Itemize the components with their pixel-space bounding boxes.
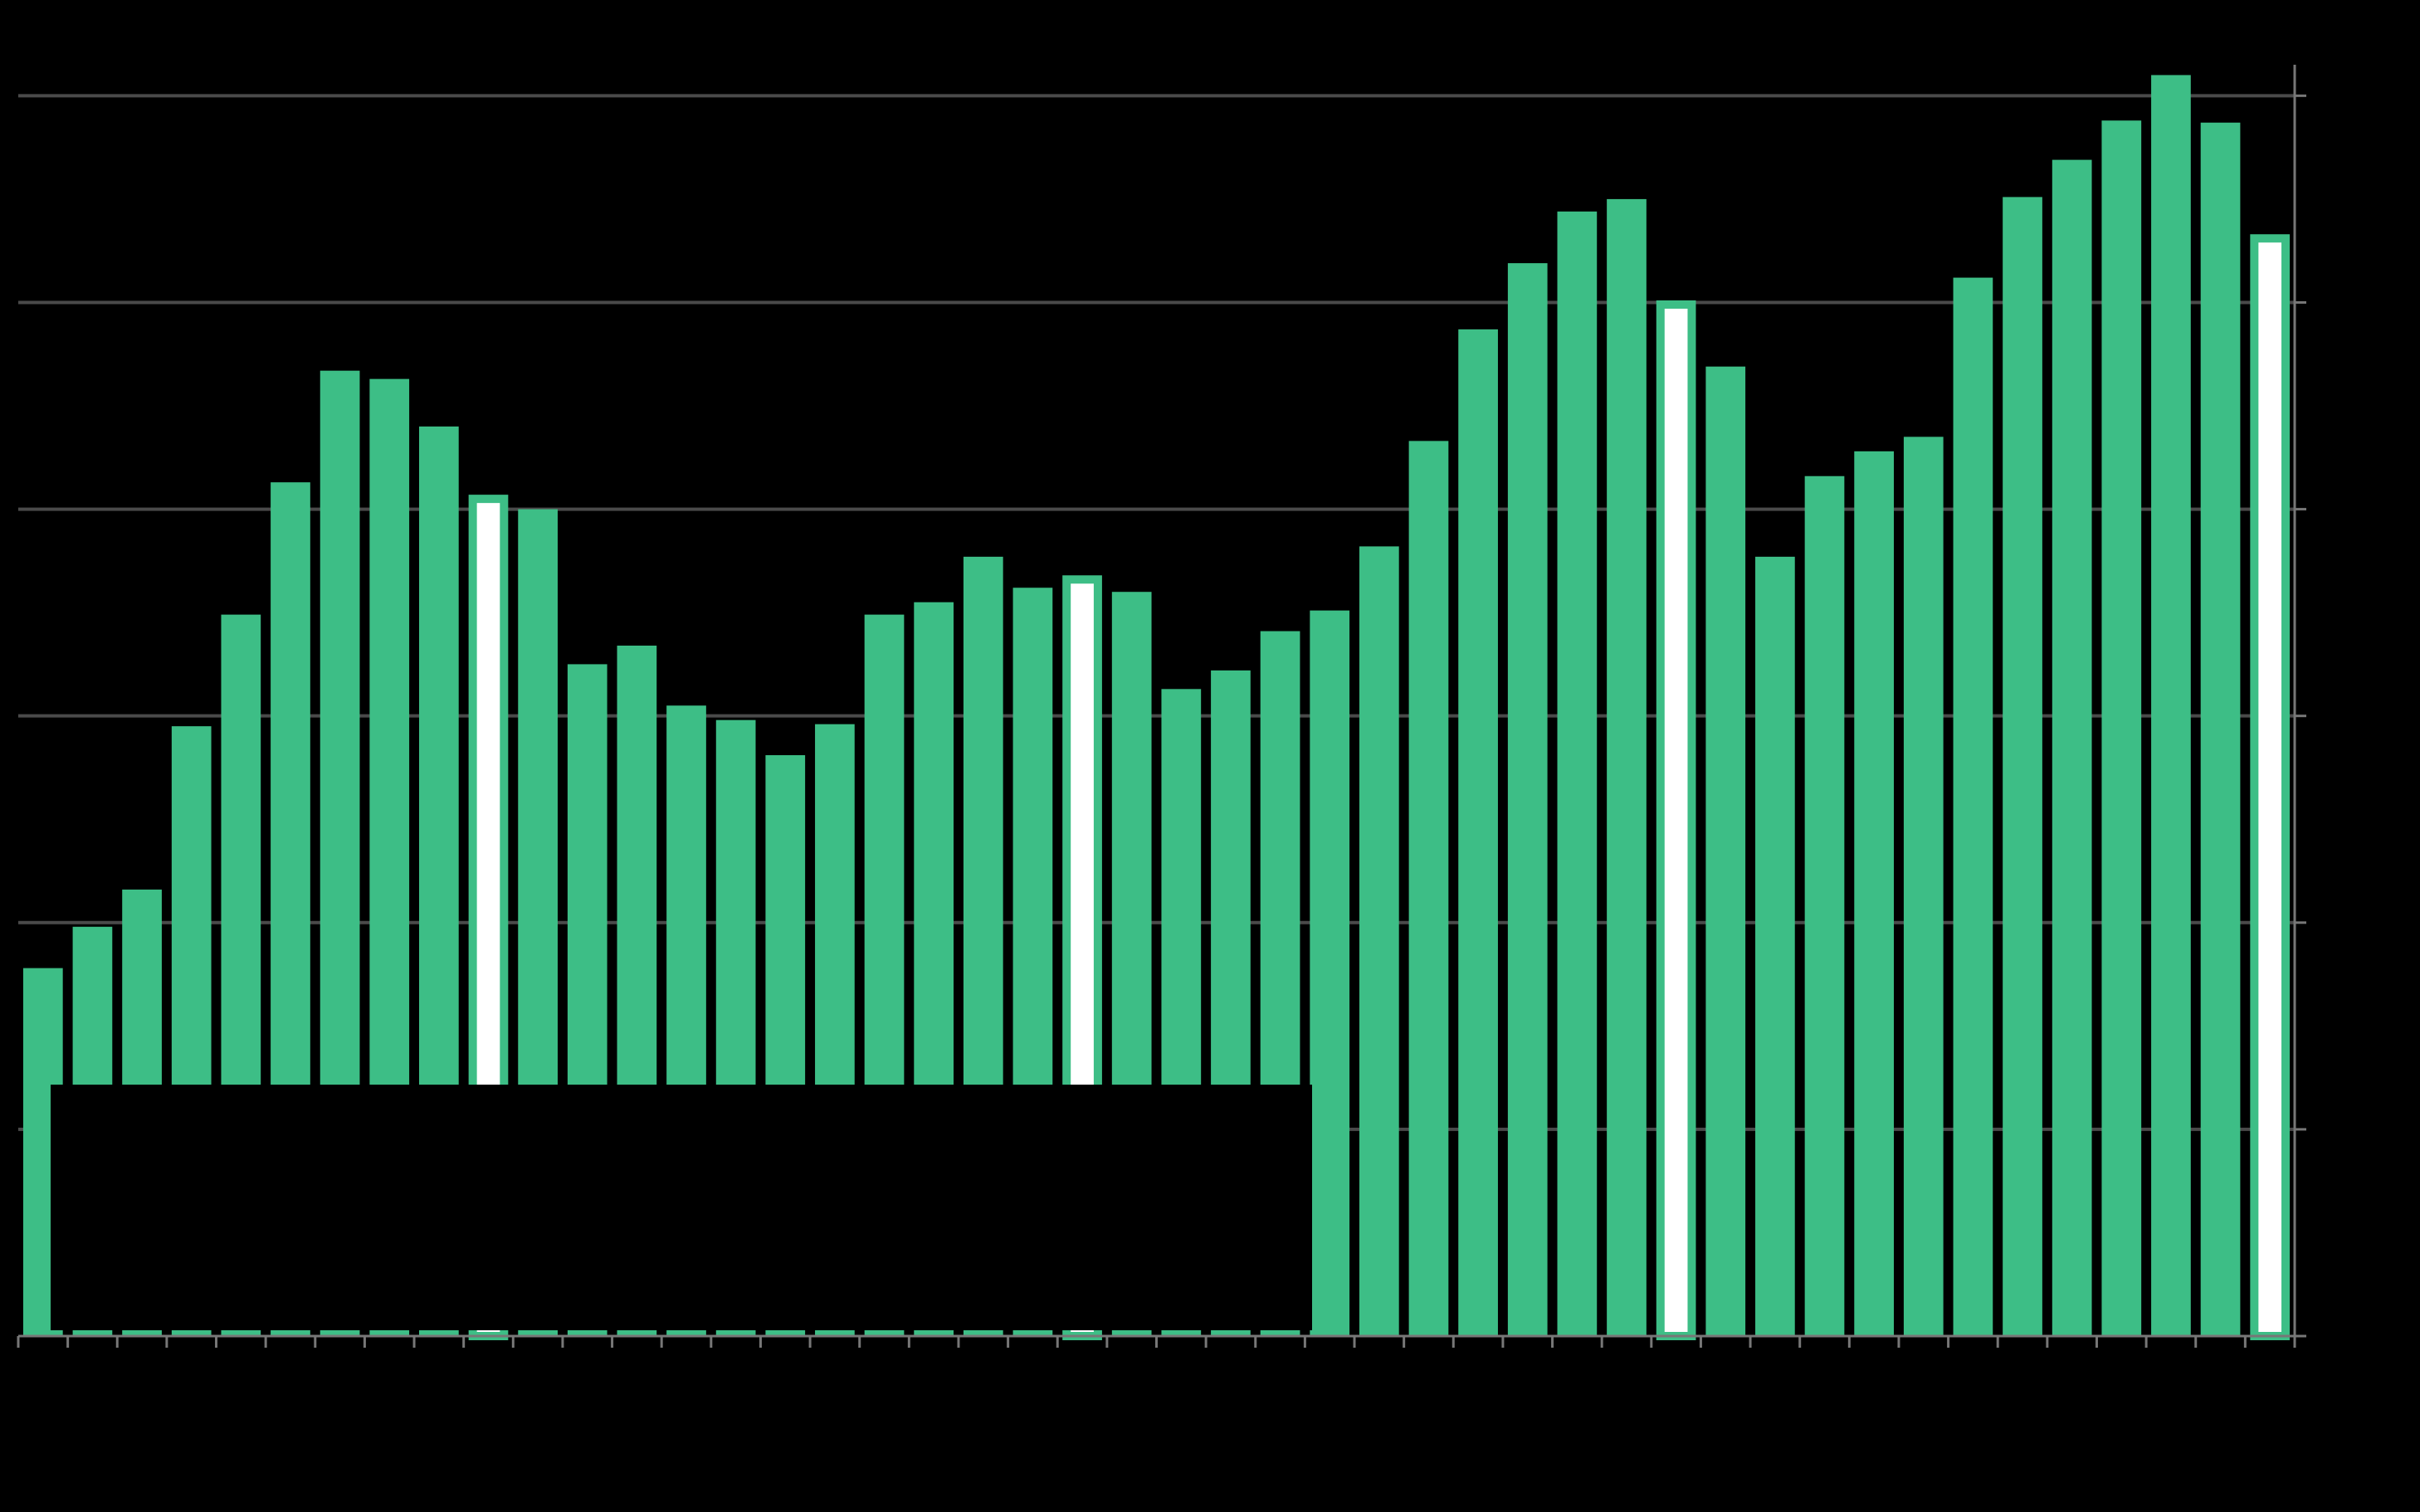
bar (1755, 556, 1795, 1336)
bar (2052, 159, 2092, 1336)
bar (1903, 437, 1944, 1336)
bar (1507, 263, 1548, 1336)
bar (2200, 122, 2241, 1336)
bar (1458, 329, 1498, 1337)
bar (2101, 120, 2142, 1336)
bar (2003, 197, 2042, 1337)
bar (2151, 75, 2191, 1336)
bar (1408, 441, 1449, 1337)
bar (1359, 546, 1399, 1336)
bar (1854, 451, 1894, 1336)
legend-box (51, 1085, 1312, 1330)
bar (1953, 277, 1993, 1336)
bar (1804, 476, 1845, 1336)
bar (1656, 300, 1696, 1341)
bar (2250, 234, 2291, 1340)
bar (1705, 366, 1746, 1336)
bar (1310, 610, 1350, 1336)
bar (1607, 198, 1647, 1336)
bar (1557, 211, 1598, 1337)
